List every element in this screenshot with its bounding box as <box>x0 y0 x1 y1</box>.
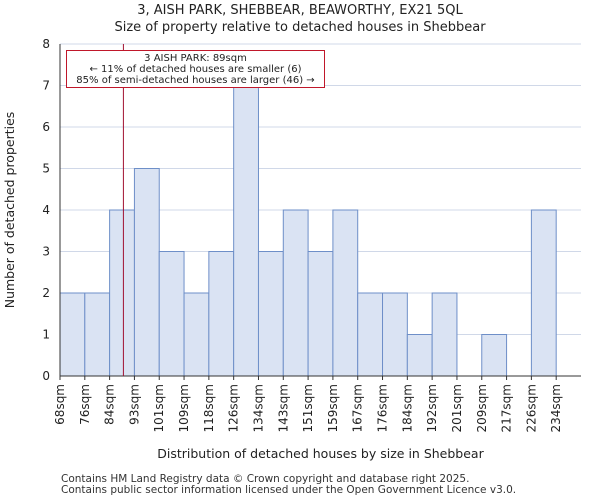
x-tick-label: 76sqm <box>78 384 92 425</box>
footer-licence: Contains public sector information licen… <box>61 484 517 496</box>
histogram-bar <box>382 292 408 377</box>
x-tick-label: 234sqm <box>549 384 563 432</box>
histogram-bar <box>233 85 259 377</box>
y-tick-label: 4 <box>42 203 50 217</box>
histogram-bar <box>133 168 160 377</box>
x-tick-label: 84sqm <box>103 384 117 425</box>
histogram-bar <box>406 334 433 377</box>
y-tick-label: 8 <box>42 37 50 51</box>
histogram-bar <box>431 292 458 377</box>
y-tick-label: 6 <box>42 120 50 134</box>
x-tick-label: 217sqm <box>500 384 514 432</box>
annotation-line-1: 3 AISH PARK: 89sqm <box>144 53 247 64</box>
histogram-bar <box>282 209 309 377</box>
x-tick-label: 167sqm <box>351 384 365 432</box>
x-tick-label: 68sqm <box>53 384 67 425</box>
histogram-bar <box>481 334 508 377</box>
histogram-bar <box>332 209 359 377</box>
footer-copyright: Contains HM Land Registry data © Crown c… <box>61 473 470 485</box>
x-axis-label: Distribution of detached houses by size … <box>157 446 484 461</box>
x-tick-label: 226sqm <box>524 384 538 432</box>
x-tick-label: 143sqm <box>276 384 290 432</box>
property-annotation-box: 3 AISH PARK: 89sqm ← 11% of detached hou… <box>66 50 325 88</box>
annotation-line-2: ← 11% of detached houses are smaller (6) <box>89 64 302 75</box>
chart-subtitle: Size of property relative to detached ho… <box>114 20 486 35</box>
x-tick-label: 151sqm <box>301 384 315 432</box>
y-axis-label: Number of detached properties <box>2 112 17 309</box>
x-tick-label: 184sqm <box>400 384 414 432</box>
histogram-bar <box>257 251 284 377</box>
x-tick-label: 118sqm <box>202 384 216 432</box>
y-tick-label: 7 <box>42 79 50 93</box>
x-tick-label: 201sqm <box>450 384 464 432</box>
bar-chart: 0 1 2 3 4 5 6 7 8 68sqm 76sqm 84sqm 93sqm 101sqm 109sq… <box>2 37 581 461</box>
histogram-bar <box>183 292 210 377</box>
y-tick-label: 0 <box>42 369 50 383</box>
histogram-bar <box>84 292 111 377</box>
chart-title: 3, AISH PARK, SHEBBEAR, BEAWORTHY, EX21 … <box>137 3 463 18</box>
y-tick-label: 2 <box>42 286 50 300</box>
histogram-bar <box>158 251 185 377</box>
x-tick-label: 176sqm <box>376 384 390 432</box>
x-tick-label: 109sqm <box>177 384 191 432</box>
x-tick-label: 126sqm <box>227 384 241 432</box>
y-tick-label: 3 <box>42 245 50 259</box>
y-tick-label: 5 <box>42 162 50 176</box>
histogram-bar <box>530 209 557 377</box>
x-tick-label: 159sqm <box>326 384 340 432</box>
x-tick-label: 209sqm <box>475 384 489 432</box>
x-tick-label: 93sqm <box>127 384 141 425</box>
histogram-bar <box>59 292 86 377</box>
histogram-bar <box>208 251 235 377</box>
y-tick-label: 1 <box>42 328 50 342</box>
x-tick-label: 101sqm <box>152 384 166 432</box>
x-tick-label: 192sqm <box>425 384 439 432</box>
annotation-line-3: 85% of semi-detached houses are larger (… <box>76 75 315 86</box>
histogram-bar <box>357 292 384 377</box>
histogram-bar <box>109 209 135 377</box>
x-tick-label: 134sqm <box>251 384 265 432</box>
histogram-bar <box>307 251 334 377</box>
